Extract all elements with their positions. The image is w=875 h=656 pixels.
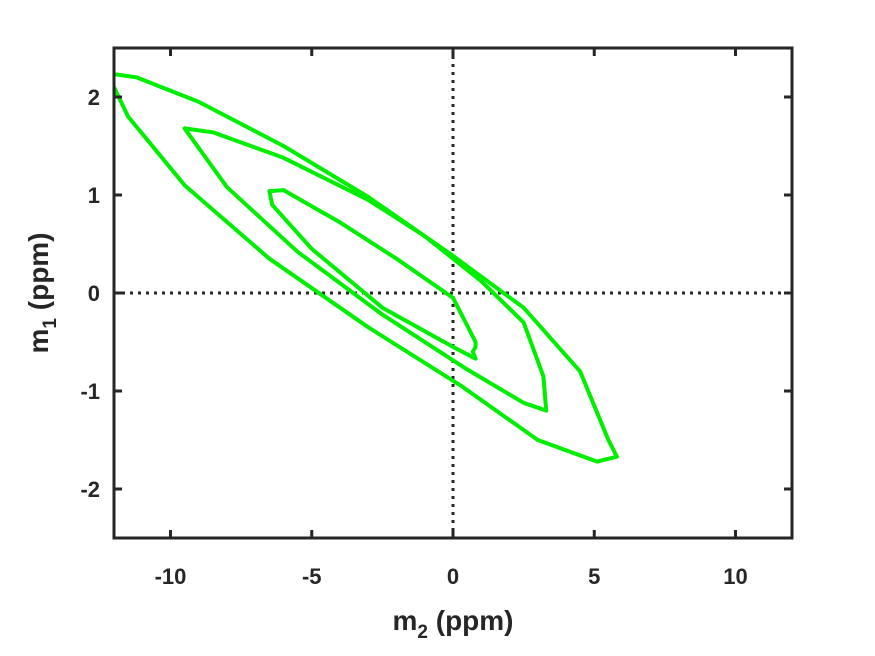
y-tick-label: 0 — [88, 281, 100, 306]
contour-line-3 — [267, 188, 478, 361]
x-axis-label: m2 (ppm) — [392, 605, 513, 643]
reference-lines — [114, 48, 792, 538]
x-tick-label: 0 — [447, 564, 459, 589]
y-tick-label: 1 — [88, 183, 100, 208]
y-tick-label: -2 — [80, 477, 100, 502]
contour-line-2 — [182, 126, 549, 413]
x-tick-label: -10 — [155, 564, 187, 589]
y-tick-labels: -2 -1 0 1 2 — [80, 85, 100, 502]
y-axis-label: m1 (ppm) — [23, 232, 61, 353]
x-tick-label: 10 — [723, 564, 747, 589]
contour-line-1 — [114, 72, 619, 464]
x-tick-labels: -10 -5 0 5 10 — [155, 564, 748, 589]
y-tick-label: 2 — [88, 85, 100, 110]
x-tick-label: 5 — [588, 564, 600, 589]
axis-ticks — [114, 48, 792, 538]
x-tick-label: -5 — [302, 564, 322, 589]
contour-lines — [114, 72, 619, 464]
y-tick-label: -1 — [80, 379, 100, 404]
